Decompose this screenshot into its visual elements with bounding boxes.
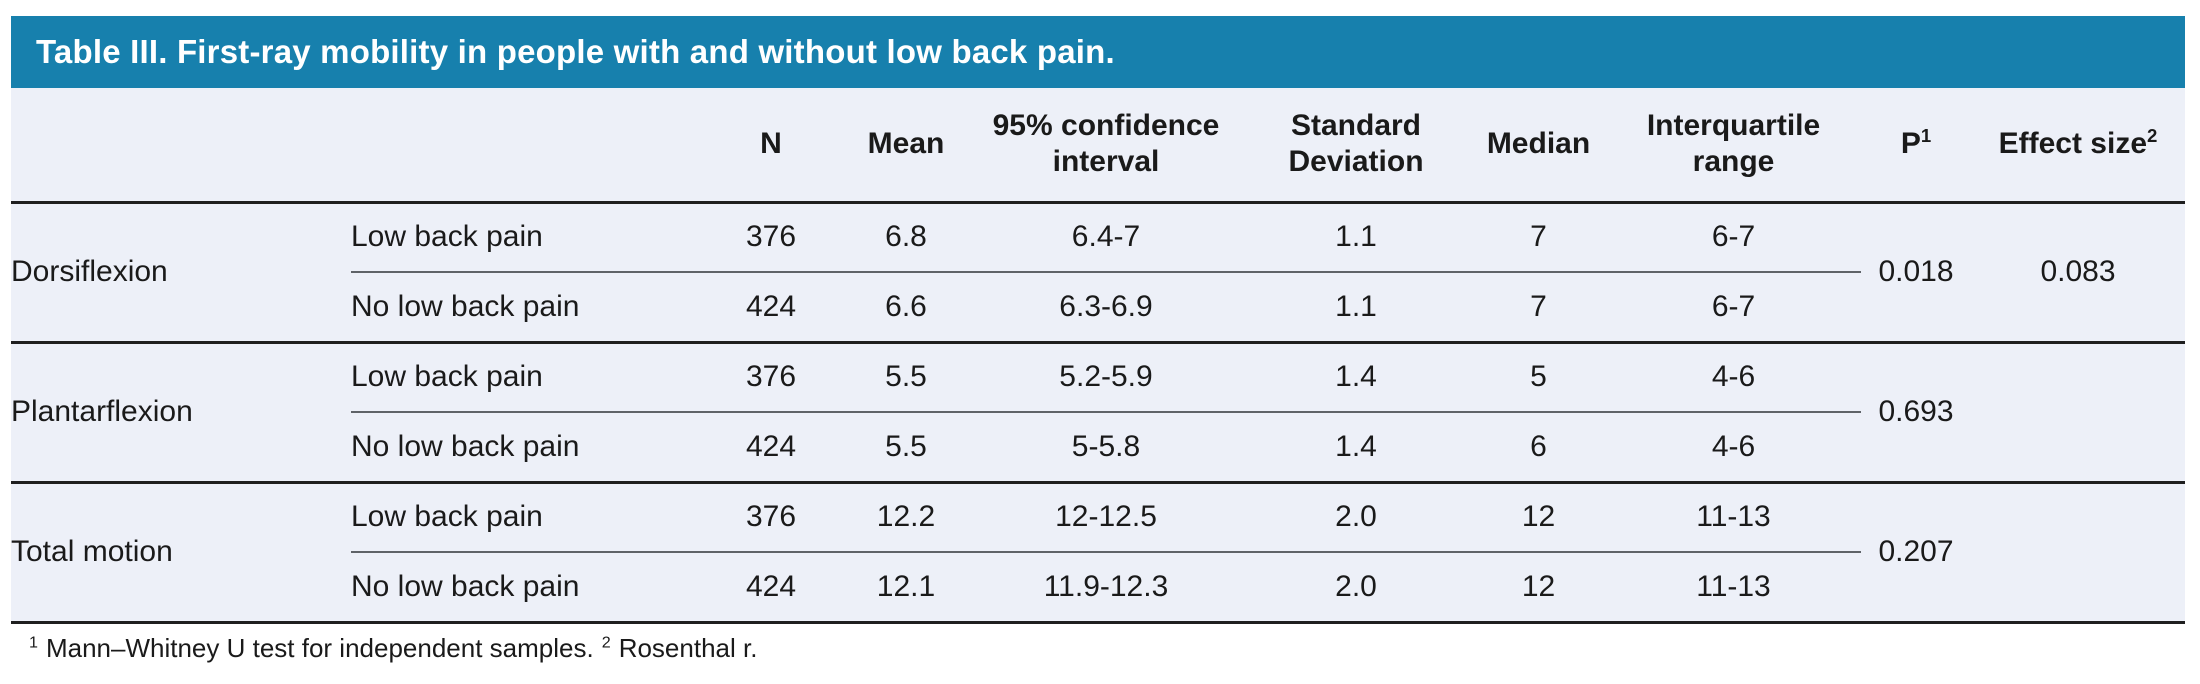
subgroup-label: Low back pain — [351, 202, 701, 273]
cell-n: 424 — [701, 552, 841, 624]
col-header-effect-size: Effect size2 — [1971, 88, 2185, 204]
table-row: Plantarflexion Low back pain 376 5.5 5.2… — [11, 342, 2185, 484]
cell-standard-deviation: 2.0 — [1241, 552, 1471, 624]
subgroup-label: No low back pain — [351, 272, 701, 344]
footnote-marker-2: 2 — [601, 632, 611, 651]
cell-interquartile-range: 6-7 — [1606, 272, 1861, 344]
cell-standard-deviation: 2.0 — [1241, 482, 1471, 553]
cell-interquartile-range: 4-6 — [1606, 342, 1861, 413]
table-row: No low back pain 424 6.6 6.3-6.9 1.1 7 6… — [11, 272, 2185, 344]
cell-n: 376 — [701, 342, 841, 413]
p-superscript: 1 — [1920, 125, 1932, 147]
cell-confidence-interval: 5.2-5.9 — [971, 342, 1241, 413]
cell-n: 424 — [701, 412, 841, 484]
cell-median: 12 — [1471, 552, 1606, 624]
table-row: No low back pain 424 5.5 5-5.8 1.4 6 4-6 — [11, 412, 2185, 484]
cell-interquartile-range: 6-7 — [1606, 202, 1861, 273]
cell-mean: 6.6 — [841, 272, 971, 344]
col-header-standard-deviation: Standard Deviation — [1241, 88, 1471, 204]
cell-mean: 5.5 — [841, 342, 971, 413]
cell-interquartile-range: 11-13 — [1606, 482, 1861, 553]
footnote-marker-1: 1 — [29, 632, 38, 651]
footnote-text-2: Rosenthal r. — [618, 632, 758, 663]
table-footnote: 1 Mann–Whitney U test for independent sam… — [11, 632, 2185, 664]
table-row: Dorsiflexion Low back pain 376 6.8 6.4-7… — [11, 202, 2185, 344]
statistics-table: N Mean 95% confidence interval Standard … — [11, 88, 2185, 624]
cell-interquartile-range: 11-13 — [1606, 552, 1861, 624]
subgroup-label: Low back pain — [351, 342, 701, 413]
cell-mean: 6.8 — [841, 202, 971, 273]
cell-mean: 12.2 — [841, 482, 971, 553]
subgroup-label: Low back pain — [351, 482, 701, 553]
col-header-n: N — [701, 88, 841, 204]
table-title-bar: Table III. First-ray mobility in people … — [11, 16, 2185, 88]
page: Table III. First-ray mobility in people … — [11, 16, 2185, 664]
cell-median: 7 — [1471, 272, 1606, 344]
cell-median: 7 — [1471, 202, 1606, 273]
col-header-row-label — [11, 88, 351, 204]
row-group-label-dorsiflexion: Dorsiflexion — [11, 202, 351, 344]
cell-confidence-interval: 6.4-7 — [971, 202, 1241, 273]
cell-confidence-interval: 11.9-12.3 — [971, 552, 1241, 624]
cell-standard-deviation: 1.4 — [1241, 342, 1471, 413]
table-row: No low back pain 424 12.1 11.9-12.3 2.0 … — [11, 552, 2185, 624]
cell-p-value: 0.018 — [1861, 202, 1971, 344]
cell-effect-size — [1971, 342, 2185, 484]
cell-confidence-interval: 12-12.5 — [971, 482, 1241, 553]
cell-median: 5 — [1471, 342, 1606, 413]
col-header-mean: Mean — [841, 88, 971, 204]
cell-mean: 12.1 — [841, 552, 971, 624]
col-header-sub-label — [351, 88, 701, 204]
table-card: Table III. First-ray mobility in people … — [11, 16, 2185, 664]
col-header-interquartile-range: Interquartile range — [1606, 88, 1861, 204]
col-header-p: P1 — [1861, 88, 1971, 204]
table-title: Table III. First-ray mobility in people … — [36, 33, 1115, 70]
cell-standard-deviation: 1.1 — [1241, 202, 1471, 273]
footnote-text-1: Mann–Whitney U test for independent samp… — [45, 632, 594, 663]
cell-interquartile-range: 4-6 — [1606, 412, 1861, 484]
cell-mean: 5.5 — [841, 412, 971, 484]
effect-size-superscript: 2 — [2147, 125, 2158, 147]
row-group-label-total-motion: Total motion — [11, 482, 351, 624]
cell-standard-deviation: 1.1 — [1241, 272, 1471, 344]
col-header-confidence-interval: 95% confidence interval — [971, 88, 1241, 204]
col-header-median: Median — [1471, 88, 1606, 204]
cell-effect-size: 0.083 — [1971, 202, 2185, 344]
subgroup-label: No low back pain — [351, 552, 701, 624]
cell-n: 376 — [701, 202, 841, 273]
cell-p-value: 0.207 — [1861, 482, 1971, 624]
cell-n: 376 — [701, 482, 841, 553]
cell-standard-deviation: 1.4 — [1241, 412, 1471, 484]
cell-confidence-interval: 5-5.8 — [971, 412, 1241, 484]
table-row: Total motion Low back pain 376 12.2 12-1… — [11, 482, 2185, 624]
cell-n: 424 — [701, 272, 841, 344]
cell-confidence-interval: 6.3-6.9 — [971, 272, 1241, 344]
cell-p-value: 0.693 — [1861, 342, 1971, 484]
row-group-label-plantarflexion: Plantarflexion — [11, 342, 351, 484]
subgroup-label: No low back pain — [351, 412, 701, 484]
cell-effect-size — [1971, 482, 2185, 624]
header-row: N Mean 95% confidence interval Standard … — [11, 88, 2185, 204]
p-label: P — [1900, 127, 1921, 161]
cell-median: 6 — [1471, 412, 1606, 484]
cell-median: 12 — [1471, 482, 1606, 553]
effect-size-label: Effect size — [1998, 127, 2148, 161]
